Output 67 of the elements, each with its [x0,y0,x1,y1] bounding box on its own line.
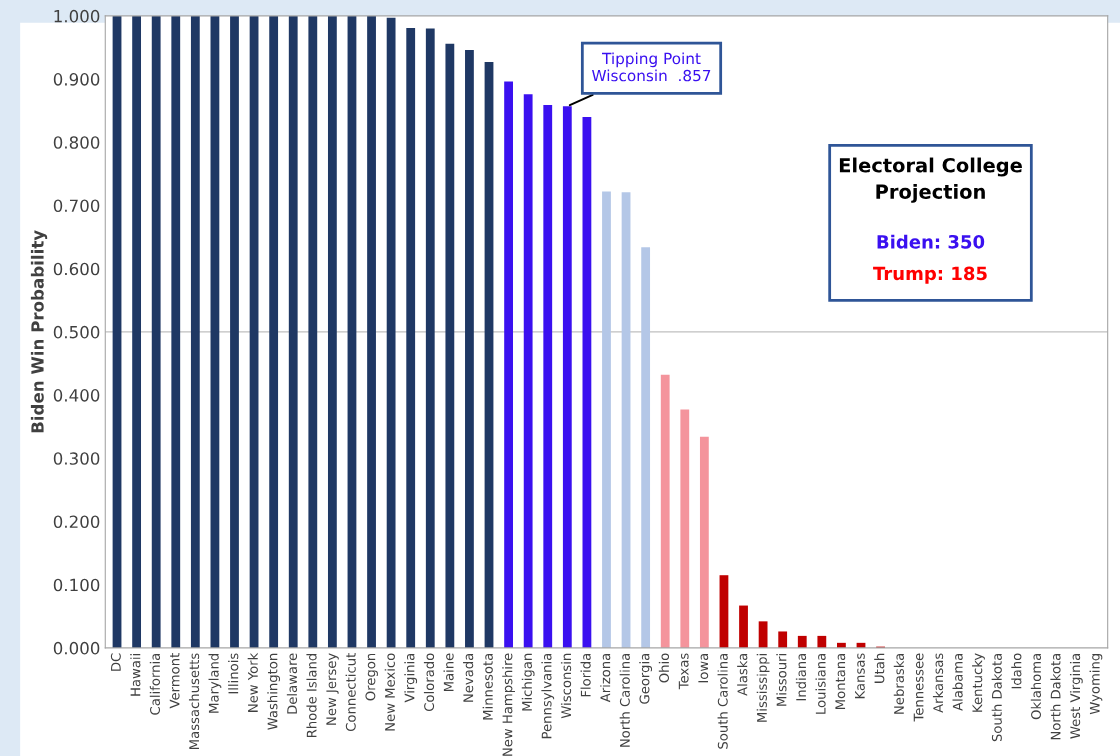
x-tick-label: Tennessee [913,653,924,722]
x-tick-label: Nebraska [893,653,904,714]
x-tick-label: Hawaii [130,653,141,696]
x-tick-label: Delaware [286,653,298,714]
x-tick-label: Kansas [855,653,865,699]
x-tick-label: Wyoming [1089,653,1103,715]
x-tick-label: Connecticut [345,653,356,732]
annotation: Electoral College Projection [839,157,1022,203]
y-tick-label: 1.000 [54,9,100,23]
annotation: Trump: 185 [873,266,987,284]
y-tick-label: 0.000 [53,641,100,655]
x-tick-label: Iowa [698,653,709,683]
x-tick-label: Mississippi [756,653,770,722]
x-tick-label: Kentucky [972,653,985,712]
x-tick-label: Maine [443,653,454,692]
x-tick-label: Florida [580,653,591,697]
x-tick-label: Idaho [1011,653,1022,689]
x-tick-label: Maryland [208,653,222,713]
x-tick-label: Indiana [795,653,807,701]
x-tick-label: Vermont [169,653,180,709]
x-tick-label: Alaska [737,653,748,696]
y-tick-label: 0.700 [53,199,100,213]
x-tick-label: New Mexico [384,653,395,731]
x-tick-label: Utah [874,653,885,683]
x-tick-label: Arkansas [932,653,944,713]
x-tick-label: North Carolina [619,653,630,747]
y-tick-label: 0.300 [53,452,100,465]
x-tick-label: Texas [678,653,689,690]
y-tick-label: 0.800 [53,136,100,149]
annotation: Biden: 350 [877,234,985,249]
x-tick-label: Massachusetts [188,653,200,749]
x-tick-label: Ohio [658,653,670,683]
x-tick-label: Pennsylvania [541,653,555,739]
x-tick-label: DC [110,653,121,671]
x-tick-label: Rhode Island [306,653,317,738]
y-axis-title: Biden Win Probability [30,230,48,433]
x-tick-label: Minnesota [482,653,493,720]
x-tick-label: Louisiana [815,653,826,714]
y-tick-label: 0.200 [53,515,100,529]
y-tick-label: 0.400 [53,389,100,402]
y-tick-label: 0.500 [53,325,100,339]
x-tick-label: Nevada [463,653,474,702]
x-tick-label: New Jersey [326,653,339,725]
x-tick-label: New York [247,652,258,712]
x-tick-label: South Dakota [991,653,1002,742]
y-tick-label: 0.600 [53,262,100,276]
y-tick-label: 0.900 [53,73,100,86]
x-tick-label: Arizona [600,653,611,703]
x-tick-label: Oregon [365,653,378,701]
x-tick-label: Oklahoma [1030,653,1042,720]
x-tick-label: Alabama [952,653,963,711]
x-tick-label: California [149,653,161,715]
x-tick-label: Illinois [228,653,239,694]
x-tick-label: South Carolina [717,653,728,749]
x-tick-label: New Hampshire [502,653,515,756]
annotation: Tipping Point Wisconsin .857 [592,52,711,82]
x-tick-label: Montana [835,653,846,709]
x-tick-label: North Dakota [1050,653,1061,740]
y-tick-label: 0.100 [53,578,100,592]
x-tick-label: Colorado [423,653,435,711]
x-tick-label: Georgia [639,653,653,704]
x-tick-label: Missouri [776,653,787,706]
x-tick-label: Washington [267,653,281,730]
x-tick-label: West Virginia [1069,653,1083,739]
x-tick-label: Michigan [521,653,535,711]
x-tick-label: Wisconsin [560,653,572,719]
x-tick-label: Virginia [404,653,418,703]
